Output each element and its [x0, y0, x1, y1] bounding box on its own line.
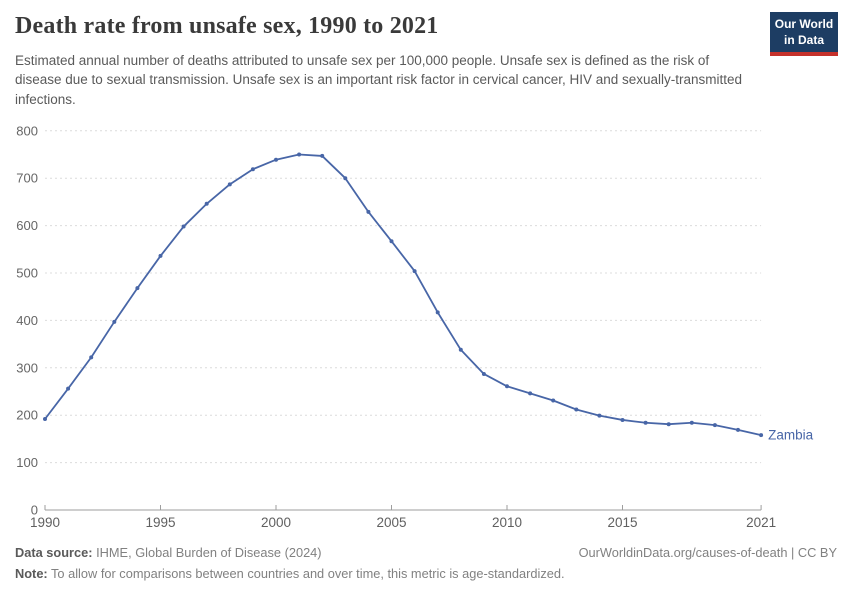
data-source-label: Data source:	[15, 545, 93, 560]
svg-text:400: 400	[16, 313, 38, 328]
svg-text:300: 300	[16, 360, 38, 375]
data-source-value: IHME, Global Burden of Disease (2024)	[92, 545, 322, 560]
chart-footer: Data source: IHME, Global Burden of Dise…	[15, 545, 837, 581]
svg-text:200: 200	[16, 408, 38, 423]
svg-text:600: 600	[16, 218, 38, 233]
note-value: To allow for comparisons between countri…	[47, 566, 565, 581]
svg-text:Zambia: Zambia	[768, 428, 814, 443]
owid-logo: Our World in Data	[770, 12, 838, 57]
svg-text:500: 500	[16, 266, 38, 281]
chart-subtitle: Estimated annual number of deaths attrib…	[15, 53, 743, 107]
data-source: Data source: IHME, Global Burden of Dise…	[15, 545, 322, 560]
svg-text:1990: 1990	[30, 515, 60, 530]
svg-text:100: 100	[16, 455, 38, 470]
svg-text:2021: 2021	[746, 515, 776, 530]
svg-text:800: 800	[16, 123, 38, 138]
owid-url-link[interactable]: OurWorldinData.org/causes-of-death | CC …	[578, 545, 837, 560]
svg-text:1995: 1995	[145, 515, 175, 530]
owid-logo-line1: Our World	[774, 17, 834, 31]
svg-text:2000: 2000	[261, 515, 291, 530]
owid-logo-line2: in Data	[783, 32, 824, 47]
svg-text:2005: 2005	[376, 515, 406, 530]
svg-text:2015: 2015	[607, 515, 637, 530]
page-title: Death rate from unsafe sex, 1990 to 2021	[15, 13, 439, 39]
svg-text:700: 700	[16, 171, 38, 186]
svg-text:0: 0	[31, 503, 38, 518]
line-chart: 0 100 200 300 400 500 600 700 800 1990 1995 2000 200…	[16, 123, 814, 530]
svg-text:2010: 2010	[492, 515, 522, 530]
note-label: Note:	[15, 566, 48, 581]
